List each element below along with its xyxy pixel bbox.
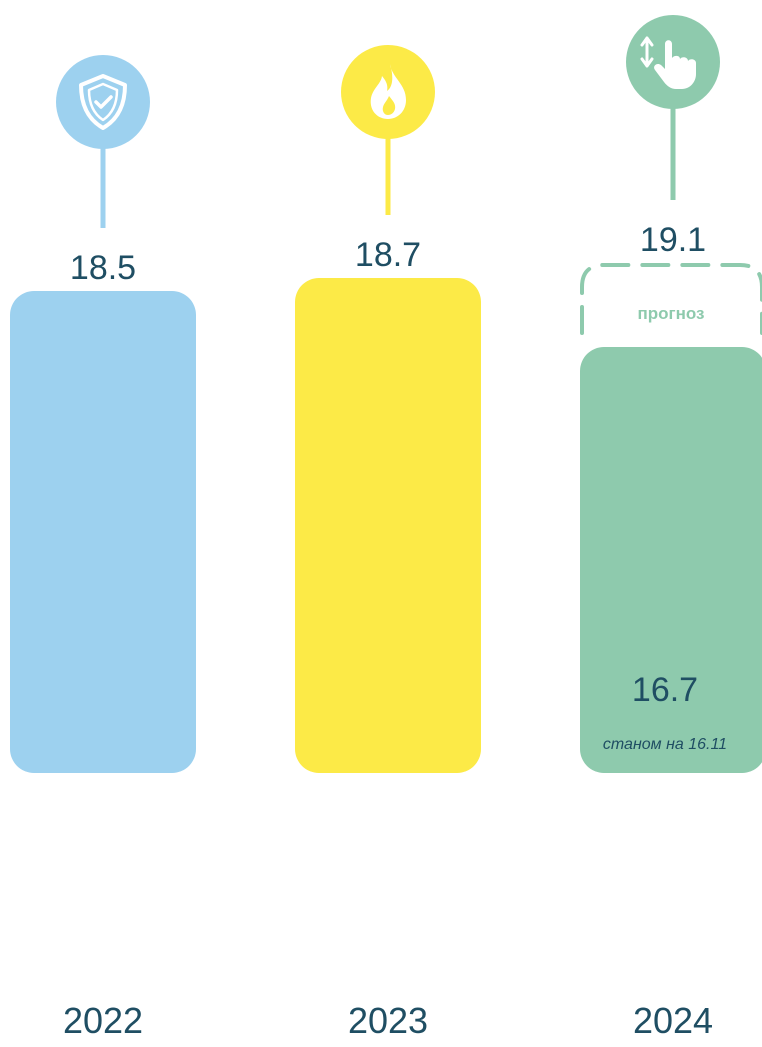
bar-2024 — [580, 347, 762, 773]
value-label-2023: 18.7 — [355, 236, 421, 274]
bar-2022 — [10, 291, 196, 773]
icons-layer — [56, 15, 720, 228]
annotation-date: станом на 16.11 — [603, 736, 727, 753]
forecast-label: прогноз — [638, 304, 705, 323]
bars-layer — [10, 263, 762, 773]
value-label-inside-2024: 16.7 — [632, 671, 698, 709]
shield-check-icon — [79, 74, 127, 130]
forecast-bracket — [580, 263, 762, 335]
value-label-2024: 19.1 — [640, 221, 706, 259]
year-label-2023: 2023 — [348, 1000, 428, 1041]
touch-swipe-icon — [640, 36, 696, 89]
fire-icon — [370, 64, 406, 119]
value-label-2022: 18.5 — [70, 249, 136, 287]
labels-layer: 18.5 2022 18.7 2023 19.1 2024 прогноз 16.7 стано… — [63, 221, 727, 1041]
icon-circle-2022 — [56, 55, 150, 149]
year-label-2024: 2024 — [633, 1000, 713, 1041]
bar-2023 — [295, 278, 481, 773]
year-label-2022: 2022 — [63, 1000, 143, 1041]
